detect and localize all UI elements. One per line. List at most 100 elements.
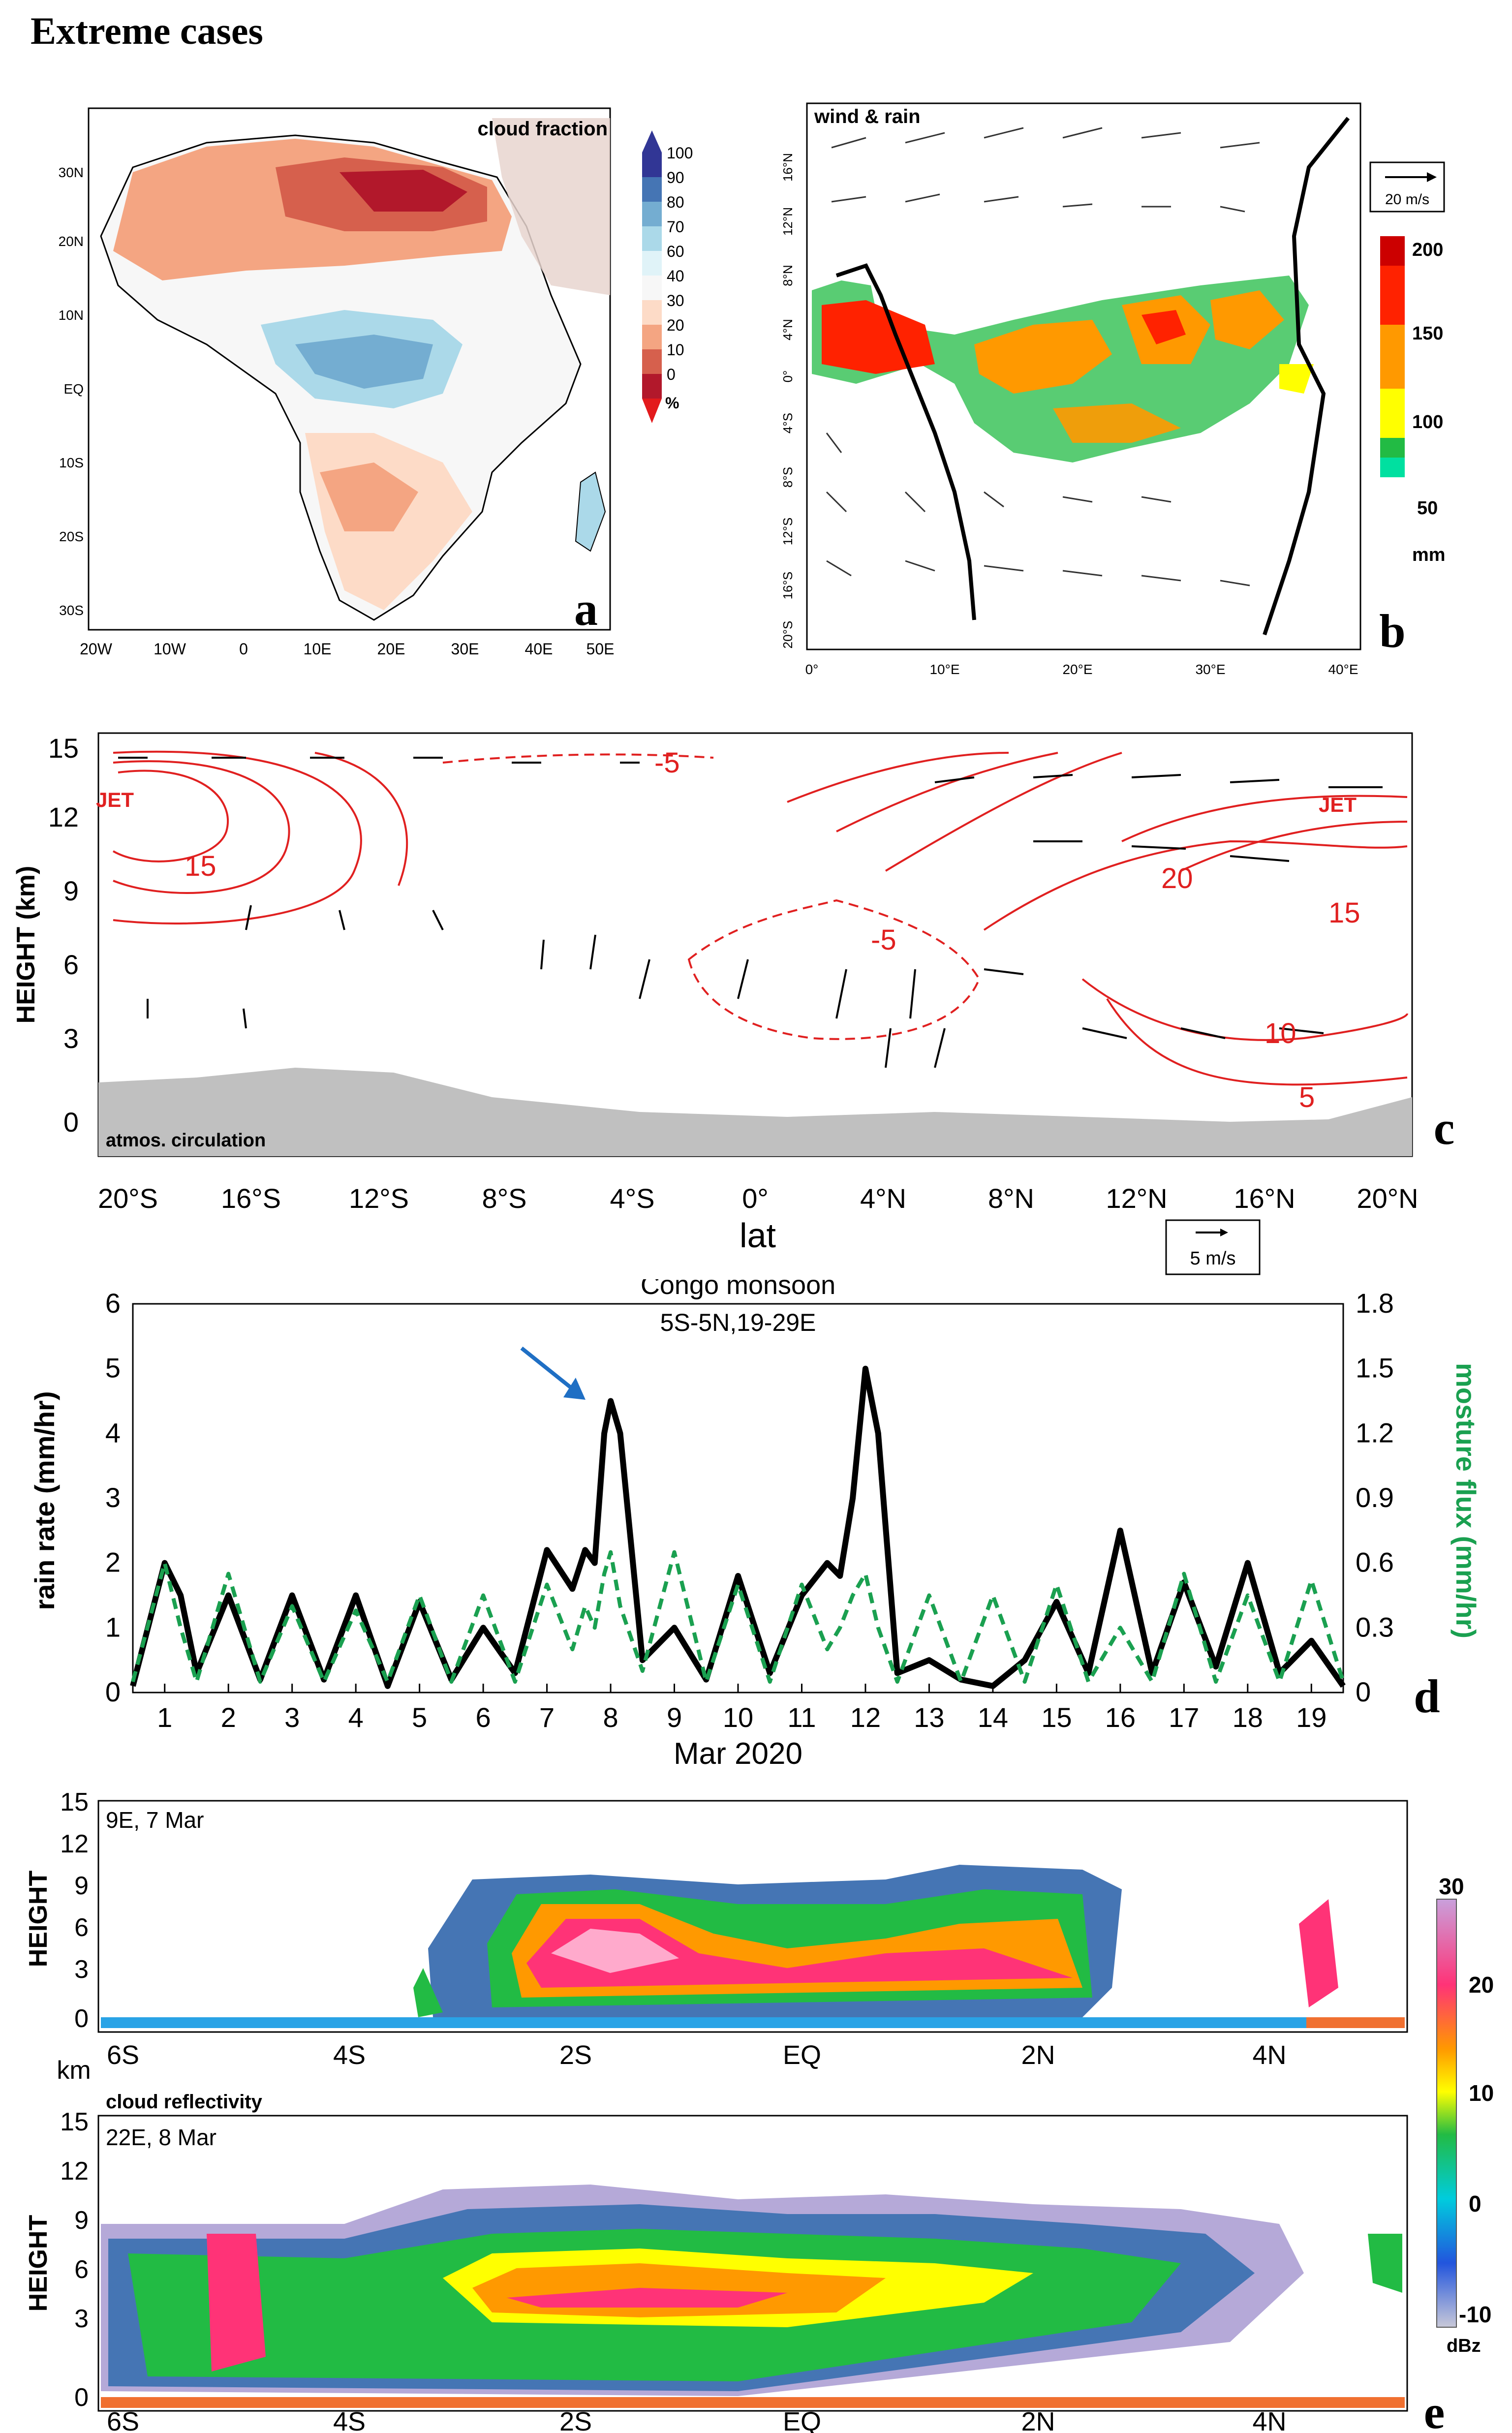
panel-c-ref-box [1165, 1219, 1261, 1275]
panel-b-cbtick: 200 [1412, 240, 1443, 260]
chart-ylabel: rain rate (mm/hr) [29, 1391, 60, 1610]
panel-c-xtick: 12°N [1106, 1183, 1167, 1214]
panel-a-xtick: 50E [586, 640, 615, 658]
panel-a-xtick: 20W [80, 640, 113, 658]
panel-a-cbtick: 70 [667, 218, 684, 236]
panel-e-xtick: 2N [1021, 2407, 1055, 2433]
panel-b-cbunit: mm [1412, 545, 1446, 565]
panel-b-ytick: 16°S [780, 572, 795, 600]
panel-c-letter: c [1434, 1102, 1455, 1154]
panel-c-xtick: 16°S [221, 1183, 281, 1214]
panel-e-ytick: 15 [60, 1791, 89, 1817]
chart-xtick: 7 [539, 1702, 555, 1733]
chart-xtick: 18 [1233, 1702, 1263, 1733]
panel-c-ytick: 9 [63, 875, 79, 906]
panel-a-letter: a [574, 583, 598, 635]
panel-e-letter: e [1424, 2386, 1445, 2433]
chart-xtick: 13 [914, 1702, 944, 1733]
panel-e-ytick: 9 [74, 2206, 89, 2235]
panel-a-ytick: 20S [59, 529, 84, 544]
chart-xtick: 2 [221, 1702, 236, 1733]
panel-a-ytick: 10N [59, 308, 84, 323]
panel-e-ylabel-top: HEIGHT [24, 1871, 53, 1968]
panel-e-ytick: 3 [74, 1955, 89, 1984]
contour-label: -5 [871, 924, 896, 956]
terrain [98, 1068, 1412, 1156]
chart-title: Congo monsoon [641, 1279, 835, 1300]
chart-y2tick: 1.5 [1356, 1353, 1394, 1384]
panel-a-xtick: 30E [451, 640, 479, 658]
panel-a-cbunit: % [665, 394, 679, 412]
chart-ytick: 6 [105, 1288, 121, 1319]
contour-label: 15 [185, 850, 216, 882]
panel-c-xtick: 4°S [610, 1183, 655, 1214]
panel-d-chart: Congo monsoon 5S-5N,19-29E rain rate (mm… [29, 1279, 1481, 1771]
panel-a-xtick: 10E [304, 640, 332, 658]
panel-c-cross-section: JET JET -5 15 20 15 -5 10 5 atmos. circu… [12, 732, 1455, 1275]
figure-title: Extreme cases [31, 9, 263, 52]
km-label: km [57, 2056, 91, 2085]
chart-ytick: 5 [105, 1353, 121, 1384]
panel-d-frame [132, 1303, 1344, 1694]
panel-c-xtick: 4°N [860, 1183, 906, 1214]
chart-xtick: 11 [787, 1702, 816, 1733]
panel-c-xtick: 0° [742, 1183, 769, 1214]
jet-label-south: JET [96, 788, 134, 811]
chart-xtick: 15 [1041, 1702, 1072, 1733]
panel-a-xtick: 0 [239, 640, 248, 658]
panel-e-ytick: 0 [74, 2383, 89, 2412]
chart-y2label: mosture flux (mm/hr) [1450, 1363, 1481, 1638]
arabia-shade [492, 118, 610, 295]
panel-e-cbtick: -10 [1459, 2302, 1491, 2327]
chart-subtitle: 5S-5N,19-29E [660, 1309, 816, 1336]
panel-b-ytick: 16°N [780, 153, 795, 182]
panel-e-ytick: 12 [60, 2157, 89, 2186]
panel-b-xtick: 40°E [1328, 662, 1358, 677]
panel-b-xtick: 10°E [929, 662, 959, 677]
chart-y2tick: 0.3 [1356, 1611, 1394, 1642]
panel-e-radar: 9E, 7 Mar 22E, 8 Mar cloud reflectivity … [24, 1791, 1494, 2433]
panel-e-ytick: 12 [60, 1830, 89, 1858]
bottom-title: 22E, 8 Mar [106, 2125, 216, 2150]
panel-b-ref-label: 20 m/s [1385, 191, 1429, 208]
panel-c-label: atmos. circulation [106, 1130, 266, 1151]
contour-label: -5 [654, 747, 680, 779]
panel-a-cbtick: 10 [667, 341, 684, 359]
panel-e-xtick: 4S [333, 2040, 366, 2070]
rain-field [812, 276, 1314, 462]
panel-c-ytick: 15 [48, 733, 79, 764]
contour-label: 15 [1328, 897, 1360, 929]
panel-b-ytick: 0° [780, 370, 795, 383]
panel-e-ytick: 3 [74, 2305, 89, 2333]
chart-ytick: 1 [105, 1611, 121, 1642]
panel-c-xlabel: lat [740, 1216, 776, 1255]
panel-e-cbtick: 30 [1439, 1874, 1464, 1899]
panel-b-ytick: 4°N [780, 319, 795, 340]
land-bar-bottom [101, 2397, 1405, 2408]
panel-a-ytick: 30S [59, 603, 84, 618]
chart-y2tick: 0.9 [1356, 1482, 1394, 1513]
panel-b-ref-box [1369, 161, 1445, 213]
panel-a-cbtick: 20 [667, 316, 684, 334]
panel-a-ytick: EQ [64, 381, 84, 397]
panel-e-cbtick: 0 [1469, 2191, 1481, 2217]
land-bar [1306, 2017, 1405, 2028]
ocean-bar [101, 2017, 1306, 2028]
panel-a-cbtick: 60 [667, 243, 684, 260]
panel-e-cbtick: 10 [1469, 2080, 1494, 2106]
coastline-west [835, 263, 976, 620]
panel-e-ytick: 15 [60, 2108, 89, 2136]
panel-c-ytick: 12 [48, 801, 79, 832]
contour-label: 5 [1299, 1081, 1315, 1113]
panel-e-xtick: 4S [333, 2407, 366, 2433]
africa-shape [100, 134, 606, 621]
panel-a-colorbar [642, 130, 662, 423]
chart-xtick: 16 [1105, 1702, 1136, 1733]
panel-b-ytick: 4°S [780, 413, 795, 433]
chart-xtick: 3 [284, 1702, 300, 1733]
panel-b-cbtick: 50 [1417, 498, 1438, 519]
panel-e-cbtick: 20 [1469, 1972, 1494, 1998]
top-reflectivity [413, 1865, 1338, 2017]
annotation-arrow-icon [520, 1346, 572, 1389]
panel-a-ytick: 10S [59, 455, 84, 470]
